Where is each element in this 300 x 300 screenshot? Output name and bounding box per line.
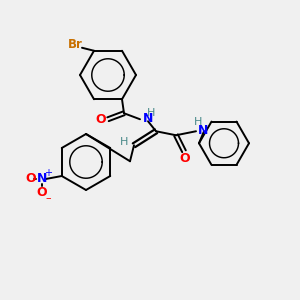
Text: Br: Br xyxy=(68,38,82,51)
Text: O: O xyxy=(26,172,36,185)
Text: –: – xyxy=(46,193,52,203)
Text: O: O xyxy=(96,113,106,126)
Text: N: N xyxy=(37,172,47,185)
Text: +: + xyxy=(44,168,52,178)
Text: H: H xyxy=(120,137,128,147)
Text: N: N xyxy=(143,112,153,125)
Text: H: H xyxy=(147,108,155,118)
Text: O: O xyxy=(180,152,190,165)
Text: O: O xyxy=(36,185,47,199)
Text: H: H xyxy=(194,117,202,127)
Text: N: N xyxy=(198,124,208,137)
